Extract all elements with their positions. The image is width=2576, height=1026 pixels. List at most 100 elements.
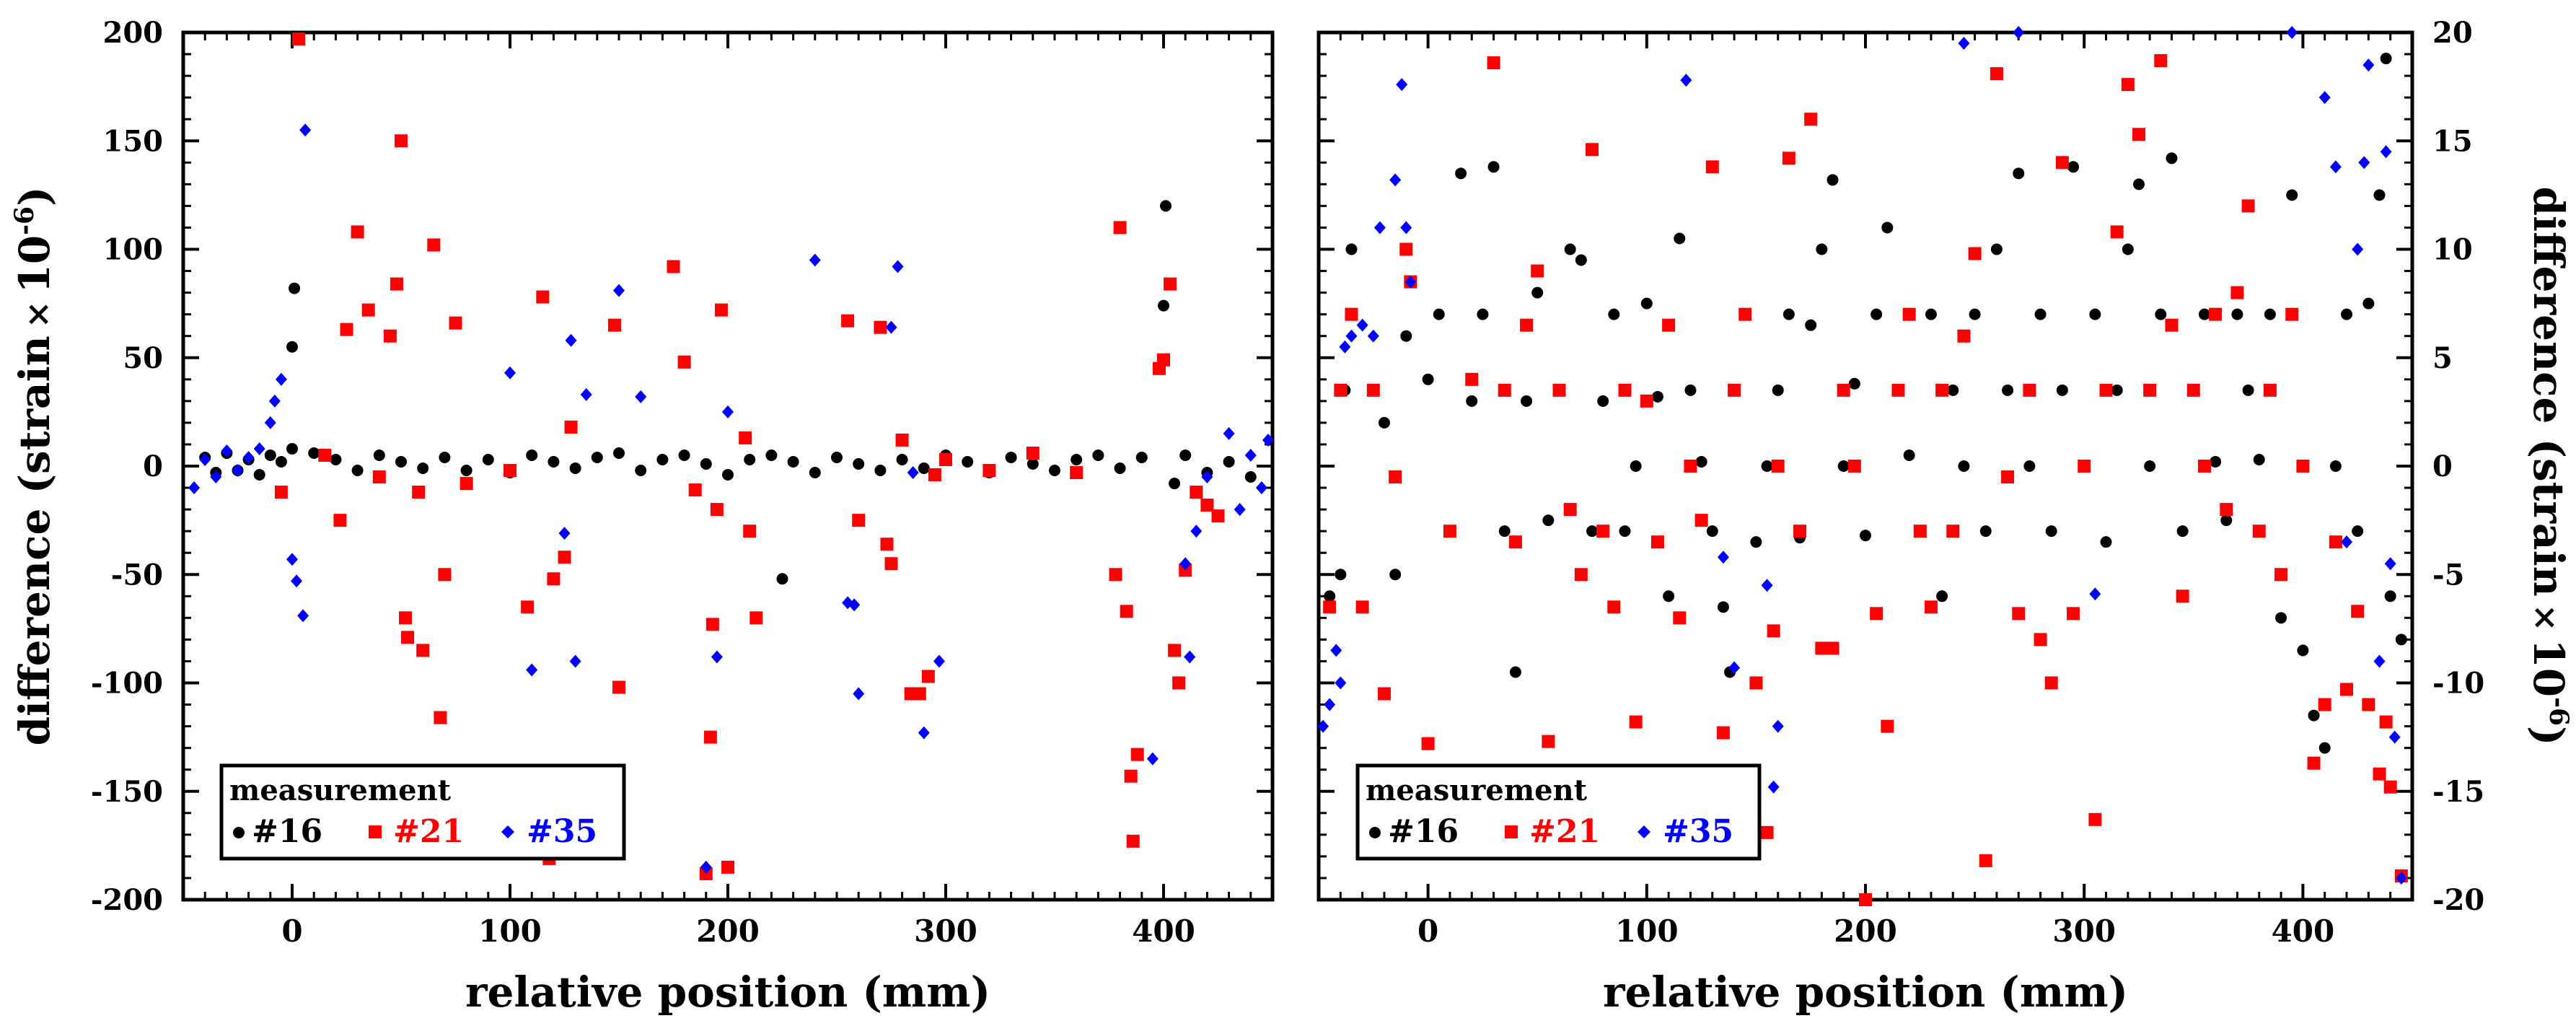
point-p0-series-21 (1211, 509, 1225, 523)
point-p0-series-21 (1026, 446, 1039, 460)
point-p0-series-16 (417, 462, 429, 475)
point-p0-series-21 (333, 514, 347, 527)
point-p1-series-21 (2209, 307, 2223, 321)
point-p0-series-35 (275, 372, 287, 386)
p0-x-tick-label: 400 (1132, 913, 1195, 949)
point-p1-series-21 (1749, 676, 1763, 690)
p1-x-tick-label: 400 (2272, 913, 2335, 949)
point-p0-series-21 (607, 318, 621, 332)
point-p1-series-16 (2341, 308, 2353, 320)
point-p1-series-16 (1651, 390, 1663, 403)
point-p1-series-21 (1618, 383, 1632, 397)
p1-y-tick-label: 15 (2432, 124, 2473, 158)
point-p0-series-21 (677, 355, 691, 369)
point-p1-series-21 (2023, 383, 2036, 397)
point-p0-series-16 (289, 282, 301, 294)
point-p1-series-21 (2241, 199, 2255, 213)
point-p1-series-16 (2166, 152, 2178, 165)
point-p1-series-16 (1979, 525, 1992, 538)
y-axis-label-left-main: difference (strain (10, 336, 59, 745)
point-p1-series-21 (1421, 737, 1435, 750)
point-p1-series-16 (2002, 384, 2014, 396)
legend-right: measurement #16 #21 #35 (1355, 763, 1762, 861)
point-p1-series-21 (1694, 514, 1708, 527)
point-p1-series-16 (2395, 633, 2407, 646)
p1-x-tick-label: 300 (2052, 913, 2116, 949)
point-p0-series-21 (1200, 499, 1214, 512)
point-p1-series-21 (2197, 460, 2211, 473)
point-p1-series-35 (1335, 676, 1347, 690)
p1-x-tick-label: 100 (1615, 913, 1679, 949)
point-p1-series-21 (2001, 470, 2015, 484)
point-p1-series-21 (2220, 503, 2233, 517)
point-p1-series-16 (1640, 297, 1653, 310)
point-p0-series-35 (711, 650, 723, 664)
point-p0-series-16 (460, 465, 472, 477)
point-p0-series-21 (739, 431, 752, 444)
point-p0-series-16 (831, 451, 843, 463)
point-p1-series-16 (1695, 455, 1707, 468)
point-p1-series-35 (1389, 173, 1402, 187)
point-p0-series-35 (221, 444, 233, 457)
point-p1-series-16 (2100, 536, 2112, 548)
point-p1-series-21 (1935, 383, 1949, 397)
tick-labels-layer: 0 100 200 300 400-200-150-100-50050100150200… (91, 16, 2484, 949)
point-p1-series-16 (1837, 460, 1850, 472)
point-p1-series-21 (1881, 719, 1894, 733)
point-p0-series-16 (308, 447, 320, 459)
point-p1-series-21 (1596, 525, 1610, 538)
p0-y-tick-label: 150 (103, 124, 164, 158)
point-p1-series-16 (2034, 308, 2047, 320)
point-p1-series-21 (1345, 307, 1358, 321)
p1-x-tick-label: 0 (1417, 913, 1438, 949)
point-p1-series-21 (1716, 726, 1730, 740)
point-p1-series-21 (1531, 264, 1544, 278)
point-p1-series-21 (2121, 78, 2135, 92)
point-p1-series-21 (1804, 113, 1818, 126)
legend-right-marker-21 (1505, 825, 1518, 838)
point-p1-series-16 (1400, 330, 1412, 342)
point-p1-series-21 (2055, 156, 2069, 170)
point-p1-series-21 (1684, 460, 1697, 473)
point-p0-series-16 (373, 449, 385, 461)
point-p0-series-21 (547, 572, 561, 586)
point-p1-series-21 (2285, 307, 2299, 321)
point-p1-series-21 (1607, 600, 1621, 614)
point-p0-series-35 (1179, 557, 1192, 571)
point-p1-series-16 (1542, 514, 1555, 527)
point-p1-series-16 (2362, 297, 2375, 310)
point-p1-series-21 (1847, 460, 1861, 473)
point-p0-series-35 (569, 654, 581, 668)
point-p1-series-21 (1487, 56, 1500, 70)
point-p0-series-35 (722, 405, 734, 418)
point-p0-series-21 (292, 32, 306, 46)
point-p1-series-16 (1674, 232, 1686, 245)
point-p0-series-16 (1049, 465, 1060, 477)
p1-y-tick-label: 20 (2432, 16, 2473, 50)
point-p1-series-21 (1563, 503, 1577, 517)
point-p1-series-16 (2286, 189, 2298, 201)
point-p1-series-16 (2210, 455, 2222, 468)
point-p0-series-21 (1109, 568, 1122, 582)
point-p1-series-21 (2067, 607, 2080, 621)
point-p0-series-21 (1164, 277, 1177, 291)
point-p1-series-21 (1738, 307, 1752, 321)
point-p1-series-21 (2383, 780, 2397, 794)
point-p1-series-16 (1498, 525, 1511, 538)
point-p0-series-35 (253, 442, 265, 455)
point-p1-series-16 (1378, 416, 1390, 429)
point-p1-series-21 (1979, 854, 1992, 867)
point-p0-series-35 (297, 609, 309, 623)
point-p0-series-35 (933, 654, 945, 668)
point-p0-series-16 (722, 469, 734, 481)
point-p1-series-16 (1969, 308, 1981, 320)
point-p0-series-21 (558, 551, 571, 564)
point-p0-series-21 (1179, 564, 1192, 577)
point-p0-series-16 (526, 449, 538, 461)
point-p1-series-35 (1330, 644, 1342, 657)
legend-right-marker-35 (1638, 825, 1650, 838)
point-p0-series-21 (521, 600, 535, 614)
point-p1-series-35 (2384, 557, 2396, 571)
legend-left-label-16: #16 (252, 813, 322, 850)
